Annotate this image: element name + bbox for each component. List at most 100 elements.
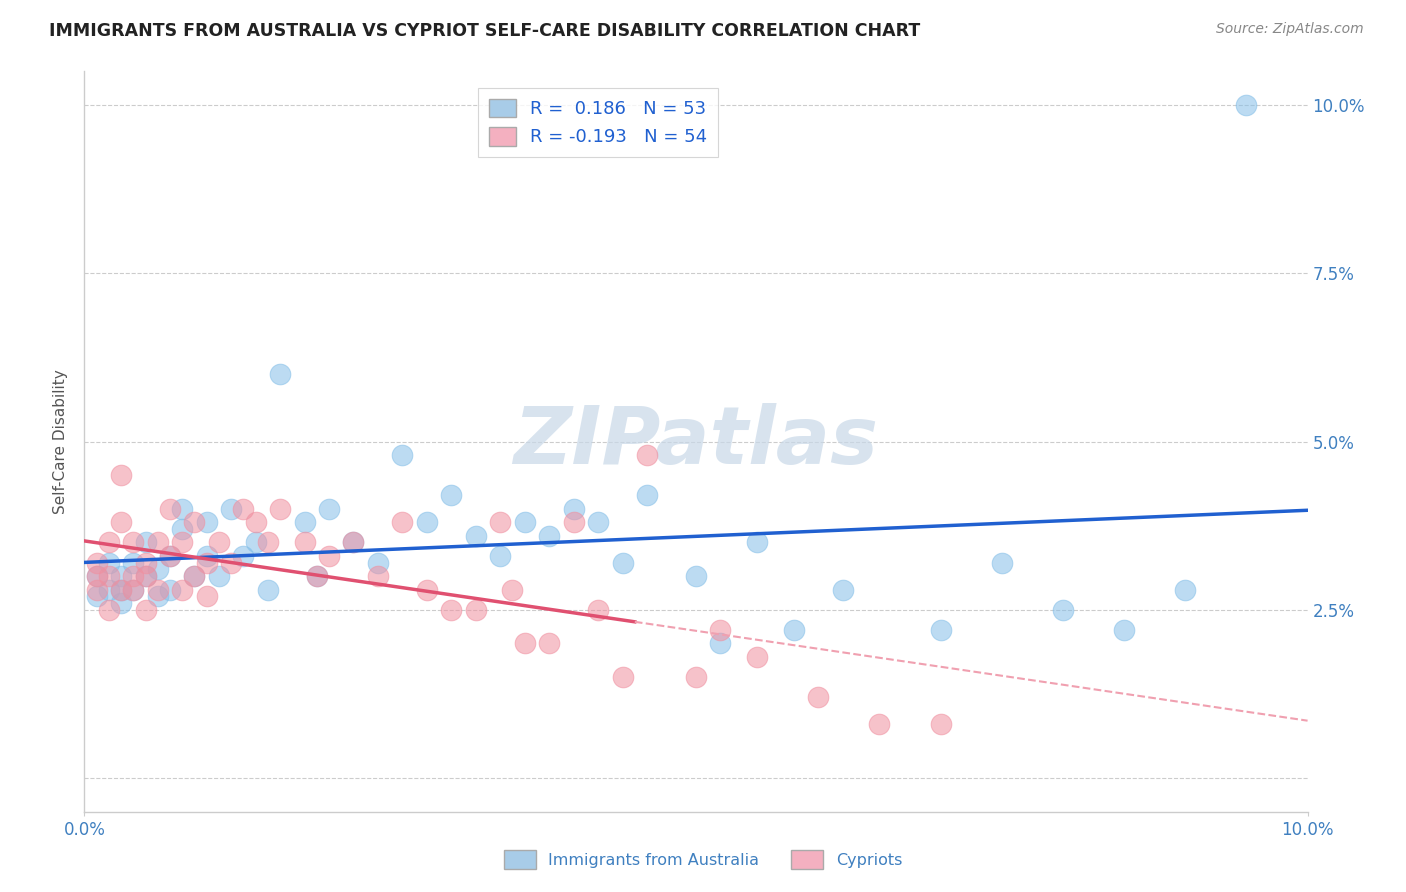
Point bbox=[416, 516, 439, 530]
Point bbox=[183, 569, 205, 583]
Point bbox=[208, 569, 231, 583]
Point bbox=[294, 535, 316, 549]
Point bbox=[783, 623, 806, 637]
Y-axis label: Self-Care Disability: Self-Care Disability bbox=[53, 369, 69, 514]
Point bbox=[318, 549, 340, 563]
Point bbox=[257, 582, 280, 597]
Point bbox=[172, 535, 194, 549]
Point bbox=[146, 590, 169, 604]
Point bbox=[97, 556, 120, 570]
Point bbox=[245, 535, 267, 549]
Point bbox=[110, 582, 132, 597]
Legend: Immigrants from Australia, Cypriots: Immigrants from Australia, Cypriots bbox=[498, 844, 908, 875]
Point bbox=[747, 649, 769, 664]
Point bbox=[219, 501, 242, 516]
Point bbox=[538, 636, 561, 650]
Point bbox=[1236, 98, 1258, 112]
Point bbox=[562, 516, 585, 530]
Legend: R =  0.186   N = 53, R = -0.193   N = 54: R = 0.186 N = 53, R = -0.193 N = 54 bbox=[478, 87, 718, 157]
Point bbox=[146, 582, 169, 597]
Point bbox=[122, 535, 145, 549]
Point bbox=[991, 556, 1014, 570]
Point bbox=[135, 603, 157, 617]
Point bbox=[929, 623, 952, 637]
Point bbox=[97, 569, 120, 583]
Point bbox=[416, 582, 439, 597]
Point bbox=[257, 535, 280, 549]
Point bbox=[146, 562, 169, 576]
Point bbox=[183, 569, 205, 583]
Point bbox=[269, 501, 291, 516]
Point bbox=[159, 549, 181, 563]
Point bbox=[195, 549, 218, 563]
Point bbox=[97, 535, 120, 549]
Point bbox=[122, 582, 145, 597]
Point bbox=[636, 488, 658, 502]
Point bbox=[110, 468, 132, 483]
Point bbox=[709, 636, 731, 650]
Point bbox=[562, 501, 585, 516]
Point bbox=[636, 448, 658, 462]
Point bbox=[122, 582, 145, 597]
Point bbox=[232, 549, 254, 563]
Point bbox=[367, 569, 389, 583]
Point bbox=[110, 582, 132, 597]
Point bbox=[489, 549, 512, 563]
Text: IMMIGRANTS FROM AUSTRALIA VS CYPRIOT SELF-CARE DISABILITY CORRELATION CHART: IMMIGRANTS FROM AUSTRALIA VS CYPRIOT SEL… bbox=[49, 22, 921, 40]
Text: ZIPatlas: ZIPatlas bbox=[513, 402, 879, 481]
Point bbox=[110, 569, 132, 583]
Point bbox=[831, 582, 853, 597]
Point bbox=[135, 569, 157, 583]
Point bbox=[305, 569, 328, 583]
Point bbox=[122, 569, 145, 583]
Point bbox=[367, 556, 389, 570]
Point bbox=[489, 516, 512, 530]
Point bbox=[219, 556, 242, 570]
Point bbox=[929, 717, 952, 731]
Point bbox=[502, 582, 524, 597]
Point bbox=[1114, 623, 1136, 637]
Point bbox=[685, 569, 707, 583]
Point bbox=[612, 556, 634, 570]
Point bbox=[391, 448, 413, 462]
Point bbox=[86, 582, 108, 597]
Point bbox=[305, 569, 328, 583]
Point bbox=[440, 603, 463, 617]
Point bbox=[97, 603, 120, 617]
Point bbox=[464, 529, 486, 543]
Point bbox=[269, 368, 291, 382]
Point bbox=[86, 590, 108, 604]
Point bbox=[747, 535, 769, 549]
Point bbox=[195, 590, 218, 604]
Point bbox=[172, 582, 194, 597]
Point bbox=[586, 516, 609, 530]
Point bbox=[86, 569, 108, 583]
Point bbox=[135, 535, 157, 549]
Point bbox=[172, 522, 194, 536]
Point bbox=[869, 717, 891, 731]
Point bbox=[97, 582, 120, 597]
Point bbox=[342, 535, 364, 549]
Point bbox=[183, 516, 205, 530]
Point bbox=[538, 529, 561, 543]
Point bbox=[135, 569, 157, 583]
Point bbox=[195, 556, 218, 570]
Point bbox=[586, 603, 609, 617]
Point bbox=[1052, 603, 1074, 617]
Point bbox=[146, 535, 169, 549]
Point bbox=[159, 582, 181, 597]
Point bbox=[342, 535, 364, 549]
Point bbox=[245, 516, 267, 530]
Point bbox=[86, 556, 108, 570]
Point bbox=[612, 670, 634, 684]
Point bbox=[513, 516, 536, 530]
Text: Source: ZipAtlas.com: Source: ZipAtlas.com bbox=[1216, 22, 1364, 37]
Point bbox=[685, 670, 707, 684]
Point bbox=[232, 501, 254, 516]
Point bbox=[86, 569, 108, 583]
Point bbox=[807, 690, 830, 705]
Point bbox=[110, 516, 132, 530]
Point bbox=[122, 556, 145, 570]
Point bbox=[110, 596, 132, 610]
Point bbox=[440, 488, 463, 502]
